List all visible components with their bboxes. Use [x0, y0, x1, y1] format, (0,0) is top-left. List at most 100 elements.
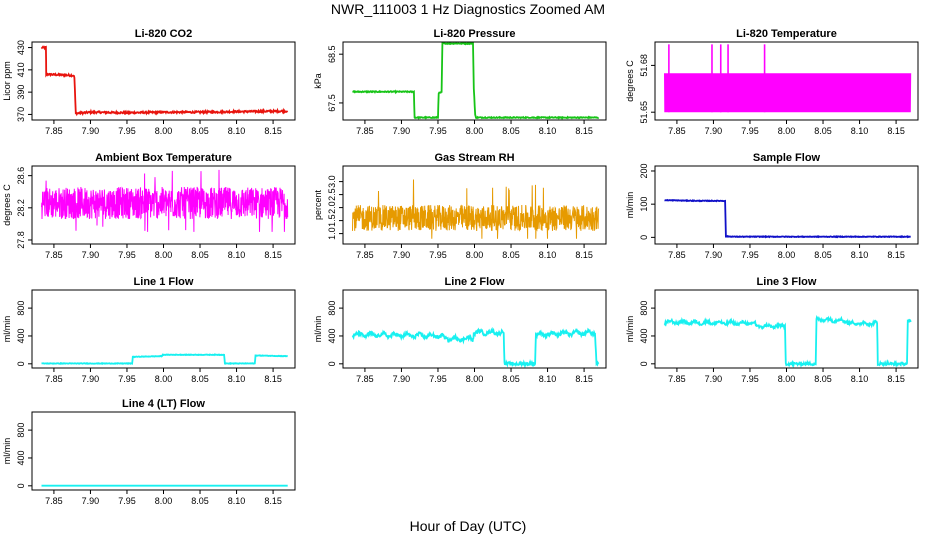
chart-li820-co2: Li-820 CO2 Licor ppm 7.85 7.90 7.95 8.00 8.05 8…	[2, 28, 296, 136]
x-axis-title: Hour of Day (UTC)	[409, 518, 527, 534]
y-tick-label: 430	[16, 40, 26, 55]
chart-title: Ambient Box Temperature	[95, 152, 232, 164]
x-tick-label: 7.90	[82, 126, 100, 136]
x-tick-label: 8.05	[814, 250, 832, 260]
x-tick-label: 7.90	[393, 374, 411, 384]
x-tick-label: 8.00	[466, 250, 484, 260]
x-tick-label: 7.85	[668, 250, 686, 260]
x-tick-label: 7.95	[118, 126, 136, 136]
chart-title: Line 4 (LT) Flow	[122, 398, 205, 410]
y-tick-label: 800	[16, 423, 26, 438]
x-tick-label: 8.10	[851, 374, 869, 384]
x-tick-label: 7.85	[45, 374, 63, 384]
data-line	[664, 198, 911, 239]
series-pressure	[352, 42, 600, 120]
y-tick-label: 370	[16, 107, 26, 122]
y-tick-label: 400	[639, 328, 649, 343]
x-tick-label: 7.85	[356, 250, 374, 260]
y-axis-label: Licor ppm	[2, 61, 12, 101]
x-tick-label: 7.90	[82, 374, 100, 384]
data-line	[663, 314, 912, 368]
x-tick-label: 8.10	[851, 250, 869, 260]
x-tick-label: 8.10	[539, 374, 557, 384]
chart-title: Line 2 Flow	[445, 276, 505, 288]
x-tick-label: 7.90	[393, 250, 411, 260]
x-tick-label: 8.05	[191, 250, 209, 260]
x-tick-label: 8.00	[155, 374, 173, 384]
x-tick-label: 8.00	[466, 374, 484, 384]
x-tick-label: 7.90	[393, 126, 411, 136]
y-tick-label: 1.0	[327, 227, 337, 240]
y-tick-label: 0	[16, 361, 26, 366]
y-tick-label: 2.0	[327, 201, 337, 214]
x-tick-label: 8.15	[887, 126, 905, 136]
x-tick-label: 7.90	[705, 374, 723, 384]
chart-title: Line 3 Flow	[757, 276, 817, 288]
chart-title: Line 1 Flow	[134, 276, 194, 288]
x-tick-label: 8.15	[887, 250, 905, 260]
y-tick-label: 400	[16, 328, 26, 343]
y-tick-label: 3.0	[327, 175, 337, 188]
series-line3	[663, 314, 912, 368]
y-tick-label: 200	[639, 163, 649, 178]
x-tick-label: 8.00	[155, 496, 173, 506]
data-band	[664, 73, 912, 113]
x-tick-label: 8.10	[228, 496, 246, 506]
y-tick-label: 800	[16, 301, 26, 316]
y-tick-label: 2.5	[327, 188, 337, 201]
plot-frame	[31, 411, 296, 491]
y-tick-label: 28.2	[16, 199, 26, 217]
y-tick-label: 1.5	[327, 214, 337, 227]
x-tick-label: 7.90	[82, 496, 100, 506]
series-sample	[664, 198, 911, 239]
x-tick-label: 7.95	[118, 250, 136, 260]
y-tick-label: 410	[16, 62, 26, 77]
x-tick-label: 8.05	[814, 126, 832, 136]
x-tick-label: 8.00	[778, 126, 796, 136]
y-axis-label: ml/min	[313, 316, 323, 343]
x-tick-label: 8.00	[155, 250, 173, 260]
x-tick-label: 7.90	[705, 250, 723, 260]
y-axis-label: degrees C	[625, 60, 635, 102]
x-tick-label: 7.95	[429, 250, 447, 260]
series-line1	[41, 353, 288, 365]
x-tick-label: 8.00	[778, 250, 796, 260]
x-tick-label: 8.10	[539, 126, 557, 136]
chart-title: Li-820 CO2	[135, 28, 192, 40]
y-axis-label: degrees C	[2, 184, 12, 226]
x-tick-label: 8.15	[887, 374, 905, 384]
x-tick-label: 8.05	[502, 250, 520, 260]
x-tick-label: 8.05	[502, 126, 520, 136]
x-tick-label: 7.95	[741, 250, 759, 260]
y-tick-label: 400	[327, 328, 337, 343]
x-tick-label: 7.85	[45, 496, 63, 506]
x-tick-label: 7.85	[45, 126, 63, 136]
y-axis-label: ml/min	[625, 316, 635, 343]
x-tick-label: 8.10	[228, 250, 246, 260]
x-tick-label: 8.10	[539, 250, 557, 260]
x-tick-label: 8.05	[191, 374, 209, 384]
chart-line-3-flow: Line 3 Flow ml/min 7.85 7.90 7.95 8.00 8.05 8.1…	[625, 276, 919, 384]
x-tick-label: 8.00	[466, 126, 484, 136]
y-tick-label: 51.68	[639, 54, 649, 77]
y-tick-label: 68.5	[327, 45, 337, 63]
x-tick-label: 8.15	[264, 374, 282, 384]
x-tick-label: 7.95	[118, 496, 136, 506]
chart-line-4-lt-flow: Line 4 (LT) Flow ml/min 7.85 7.90 7.95 8.00 8.…	[2, 398, 296, 506]
x-tick-label: 8.10	[228, 374, 246, 384]
chart-line-2-flow: Line 2 Flow ml/min 7.85 7.90 7.95 8.00 8.05 8.1…	[313, 276, 607, 384]
data-line	[41, 353, 288, 365]
chart-li820-temperature: Li-820 Temperature degrees C 7.85 7.90 7.95 8…	[625, 28, 919, 136]
y-tick-label: 100	[639, 197, 649, 212]
x-tick-label: 7.95	[429, 374, 447, 384]
series-temperature	[664, 44, 912, 113]
data-line	[351, 326, 600, 368]
x-tick-label: 7.95	[429, 126, 447, 136]
plot-frame	[31, 41, 296, 121]
x-tick-label: 7.95	[741, 126, 759, 136]
y-axis-label: ml/min	[2, 438, 12, 465]
chart-title: Li-820 Pressure	[434, 28, 516, 40]
main-title: NWR_111003 1 Hz Diagnostics Zoomed AM	[330, 1, 606, 17]
y-tick-label: 0	[639, 361, 649, 366]
